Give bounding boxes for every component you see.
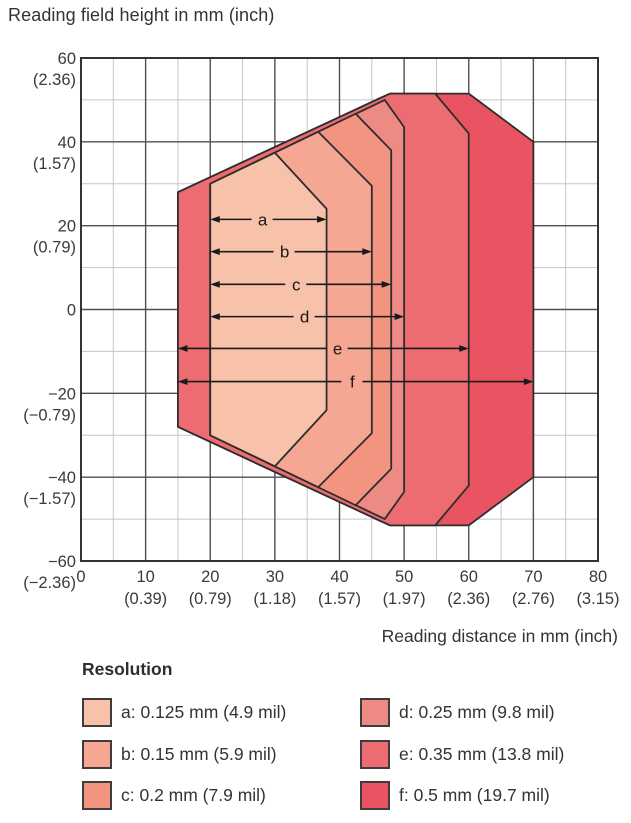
- legend-item-b: b: 0.15 mm (5.9 mil): [82, 739, 277, 769]
- legend-swatch-f: [360, 780, 390, 810]
- legend-heading: Resolution: [82, 659, 173, 679]
- arrowhead-left-a: [210, 215, 220, 223]
- arrowhead-right-e: [459, 345, 469, 352]
- x-tick-inch: (1.97): [383, 590, 426, 608]
- arrowhead-left-b: [210, 248, 220, 256]
- x-tick-inch: (1.18): [253, 590, 296, 608]
- legend-item-e: e: 0.35 mm (13.8 mil): [360, 739, 564, 769]
- legend-swatch-b: [82, 739, 112, 769]
- arrowhead-right-c: [381, 280, 392, 288]
- legend-label-a: a: 0.125 mm (4.9 mil): [121, 701, 287, 722]
- arrow-label-e: e: [333, 339, 342, 358]
- arrowhead-right-b: [362, 248, 372, 256]
- arrowhead-right-a: [317, 215, 327, 223]
- legend-item-d: d: 0.25 mm (9.8 mil): [360, 697, 555, 727]
- x-tick-mm: 60: [460, 568, 478, 586]
- arrowhead-left-f: [177, 378, 188, 385]
- legend-item-a: a: 0.125 mm (4.9 mil): [82, 697, 286, 727]
- x-tick-inch: (0.79): [189, 590, 232, 608]
- reading-field-a: [209, 151, 328, 468]
- x-axis-title: Reading distance in mm (inch): [381, 626, 618, 646]
- x-tick-mm: 50: [395, 568, 413, 586]
- legend-label-f: f: 0.5 mm (19.7 mil): [399, 784, 550, 805]
- x-tick-mm: 30: [266, 568, 284, 586]
- y-tick-mm: 60: [58, 50, 76, 68]
- legend-swatch-c: [82, 780, 112, 810]
- x-tick-inch: (2.76): [512, 590, 555, 608]
- x-tick-inch: (0.39): [124, 590, 167, 608]
- legend-swatch-d: [360, 697, 390, 727]
- y-tick-inch: (2.36): [33, 71, 76, 89]
- x-tick-mm: 70: [524, 568, 542, 586]
- y-tick-mm: −40: [48, 469, 76, 487]
- arrow-label-c: c: [292, 275, 301, 294]
- x-tick-mm: 10: [136, 568, 154, 586]
- legend-item-c: c: 0.2 mm (7.9 mil): [82, 780, 266, 810]
- arrowhead-right-f: [523, 378, 534, 385]
- arrowhead-left-c: [210, 280, 220, 288]
- arrow-label-d: d: [300, 308, 309, 327]
- y-tick-mm: 20: [58, 218, 76, 236]
- arrowhead-right-d: [394, 313, 405, 321]
- y-tick-inch: (1.57): [33, 155, 76, 173]
- arrow-label-a: a: [258, 210, 268, 229]
- plot-border: [80, 57, 599, 562]
- y-tick-inch: (−2.36): [23, 574, 76, 592]
- x-tick-inch: (1.57): [318, 590, 361, 608]
- legend-item-f: f: 0.5 mm (19.7 mil): [360, 780, 550, 810]
- y-tick-inch: (0.79): [33, 239, 76, 257]
- x-tick-inch: (2.36): [447, 590, 490, 608]
- chart-title: Reading field height in mm (inch): [8, 5, 275, 25]
- arrowhead-left-e: [177, 345, 188, 352]
- legend-swatch-e: [360, 739, 390, 769]
- x-tick-mm: 20: [201, 568, 219, 586]
- y-tick-inch: (−1.57): [23, 490, 76, 508]
- arrow-label-b: b: [280, 243, 289, 262]
- legend-label-e: e: 0.35 mm (13.8 mil): [399, 743, 565, 764]
- y-tick-mm: 40: [58, 134, 76, 152]
- legend-label-d: d: 0.25 mm (9.8 mil): [399, 701, 555, 722]
- x-tick-inch: (3.15): [576, 590, 619, 608]
- arrowhead-left-d: [210, 313, 220, 321]
- legend-swatch-a: [82, 697, 112, 727]
- legend-label-b: b: 0.15 mm (5.9 mil): [121, 743, 277, 764]
- arrow-label-f: f: [350, 373, 355, 392]
- x-tick-mm: 40: [330, 568, 348, 586]
- legend-label-c: c: 0.2 mm (7.9 mil): [121, 784, 266, 805]
- x-tick-mm: 80: [589, 568, 607, 586]
- x-tick-mm: 0: [76, 568, 85, 586]
- y-tick-inch: (−0.79): [23, 406, 76, 424]
- y-tick-mm: −20: [48, 385, 76, 403]
- y-tick-mm: 0: [67, 302, 76, 320]
- y-tick-mm: −60: [48, 553, 76, 571]
